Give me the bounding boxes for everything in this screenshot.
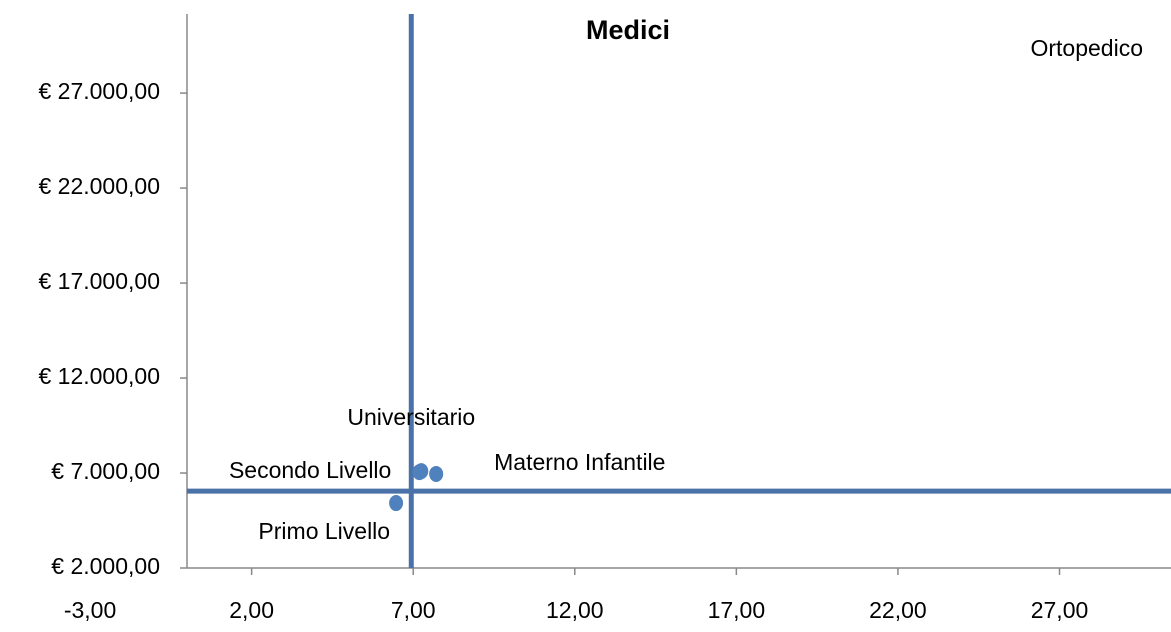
- point-label: Primo Livello: [258, 518, 390, 544]
- y-tick-label: € 2.000,00: [51, 553, 160, 579]
- y-tick-label: € 7.000,00: [51, 458, 160, 484]
- point-label: Secondo Livello: [229, 457, 391, 483]
- chart-title: Medici: [586, 15, 670, 45]
- x-tick-label: 2,00: [229, 597, 274, 623]
- point: [429, 465, 444, 482]
- point-label: Universitario: [347, 404, 475, 430]
- point: [389, 495, 404, 512]
- y-tick-label: € 27.000,00: [38, 78, 160, 104]
- x-tick-label: 7,00: [391, 597, 436, 623]
- x-tick-label: 27,00: [1031, 597, 1089, 623]
- x-tick-label: 17,00: [708, 597, 766, 623]
- point: [412, 464, 427, 481]
- x-tick-label: 22,00: [869, 597, 927, 623]
- x-tick-label: 12,00: [546, 597, 604, 623]
- point-label: Materno Infantile: [494, 449, 665, 475]
- y-tick-label: € 22.000,00: [38, 173, 160, 199]
- y-tick-label: € 12.000,00: [38, 363, 160, 389]
- point-label: Ortopedico: [1030, 35, 1143, 61]
- x-tick-label: -3,00: [64, 597, 116, 623]
- y-tick-label: € 17.000,00: [38, 268, 160, 294]
- plot-area: [187, 14, 1171, 568]
